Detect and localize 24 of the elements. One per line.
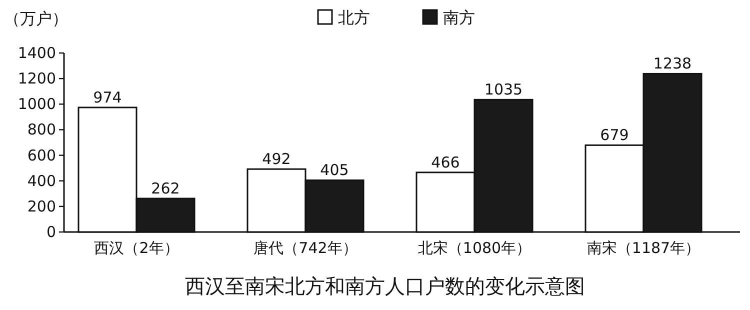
y-tick-label: 0 xyxy=(46,223,56,241)
x-tick-label: 唐代（742年） xyxy=(254,239,358,257)
y-tick-label: 1000 xyxy=(18,95,56,114)
y-tick-label: 400 xyxy=(27,172,56,190)
data-label: 405 xyxy=(320,161,349,180)
data-label: 974 xyxy=(93,88,122,106)
x-tick-label: 北宋（1080年） xyxy=(418,239,532,257)
y-tick-label: 200 xyxy=(27,197,56,216)
y-axis-title: （万户） xyxy=(4,9,68,28)
y-tick-label: 600 xyxy=(27,146,56,164)
data-label: 1238 xyxy=(653,54,692,73)
text: 西汉至南宋北方和南方人口户数的变化示意图 xyxy=(185,274,585,298)
legend-label: 北方 xyxy=(338,8,370,27)
data-label: 466 xyxy=(431,153,460,172)
y-tick-label: 1400 xyxy=(18,44,56,62)
data-label: 1035 xyxy=(484,80,523,99)
y-tick-label: 1200 xyxy=(18,70,56,88)
x-tick-label: 西汉（2年） xyxy=(94,239,179,257)
data-label: 492 xyxy=(262,150,291,168)
y-tick-label: 800 xyxy=(27,120,56,139)
x-tick-label: 南宋（1187年） xyxy=(586,239,700,257)
data-label: 679 xyxy=(600,126,629,144)
legend-label: 南方 xyxy=(443,8,475,27)
data-label: 262 xyxy=(151,180,180,198)
